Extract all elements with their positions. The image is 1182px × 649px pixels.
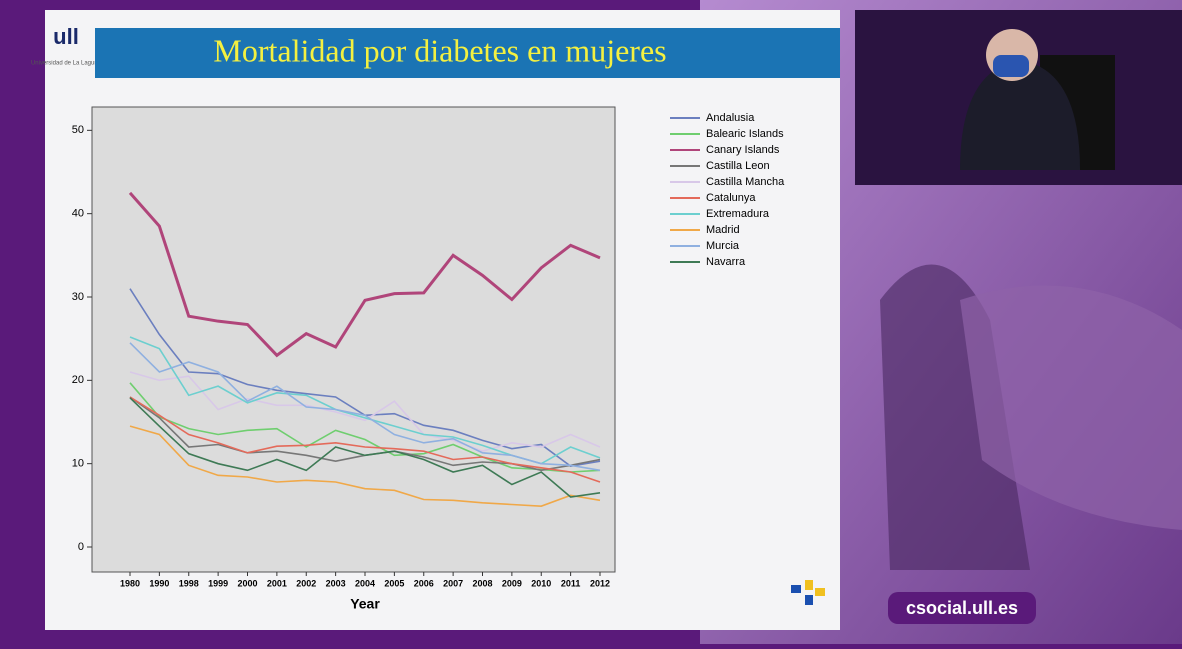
legend-label: Canary Islands (706, 144, 780, 156)
plot-area (91, 106, 616, 573)
video-person (960, 60, 1080, 170)
series-line (129, 371, 601, 453)
legend-label: Murcia (706, 240, 740, 252)
series-line (128, 191, 601, 358)
video-mask (993, 55, 1029, 77)
logo-mark (815, 588, 825, 596)
series-line (129, 425, 601, 507)
y-tick-label: 0 (78, 541, 84, 553)
legend-label: Andalusia (706, 112, 755, 124)
watermark-box (888, 592, 1036, 624)
x-tick-label: 2005 (384, 578, 404, 588)
x-tick-label: 2002 (296, 578, 316, 588)
legend-label: Castilla Mancha (706, 176, 785, 188)
x-tick-label: 2000 (237, 578, 257, 588)
x-axis-label: Year (350, 596, 380, 612)
x-tick-label: 2003 (326, 578, 346, 588)
legend-label: Extremadura (706, 208, 770, 220)
watermark: csocial.ull.es (906, 598, 1018, 618)
x-tick-label: 1990 (149, 578, 169, 588)
x-tick-label: 2010 (531, 578, 551, 588)
x-tick-label: 2011 (561, 578, 581, 588)
logo-text: Universidad de La Laguna (31, 61, 102, 67)
x-tick-label: 2012 (590, 578, 610, 588)
x-tick-label: 1998 (179, 578, 199, 588)
y-tick-label: 50 (72, 124, 84, 136)
x-tick-label: 2009 (502, 578, 522, 588)
y-tick-label: 40 (72, 208, 84, 220)
y-tick-label: 10 (72, 458, 84, 470)
legend-label: Catalunya (706, 192, 756, 204)
series-line (129, 397, 601, 498)
title-bar (95, 28, 840, 78)
logo-mark (805, 595, 813, 605)
legend-label: Castilla Leon (706, 160, 770, 172)
x-tick-label: 2007 (443, 578, 463, 588)
x-tick-label: 2004 (355, 578, 375, 588)
photo-shape (960, 285, 1182, 530)
x-tick-label: 2001 (267, 578, 287, 588)
x-tick-label: 2008 (472, 578, 492, 588)
x-tick-label: 1999 (208, 578, 228, 588)
x-tick-label: 2006 (414, 578, 434, 588)
logo-mark (805, 580, 813, 590)
chart-title: Mortalidad por diabetes en mujeres (213, 32, 666, 68)
series-line (129, 342, 601, 472)
series-line (129, 396, 601, 483)
x-tick-label: 1980 (120, 578, 140, 588)
logo: ull (53, 24, 79, 49)
y-tick-label: 30 (72, 291, 84, 303)
legend-label: Balearic Islands (706, 128, 784, 140)
legend-label: Madrid (706, 224, 740, 236)
legend-label: Navarra (706, 256, 746, 268)
y-tick-label: 20 (72, 374, 84, 386)
series-line (129, 382, 601, 473)
logo-mark (791, 585, 801, 593)
